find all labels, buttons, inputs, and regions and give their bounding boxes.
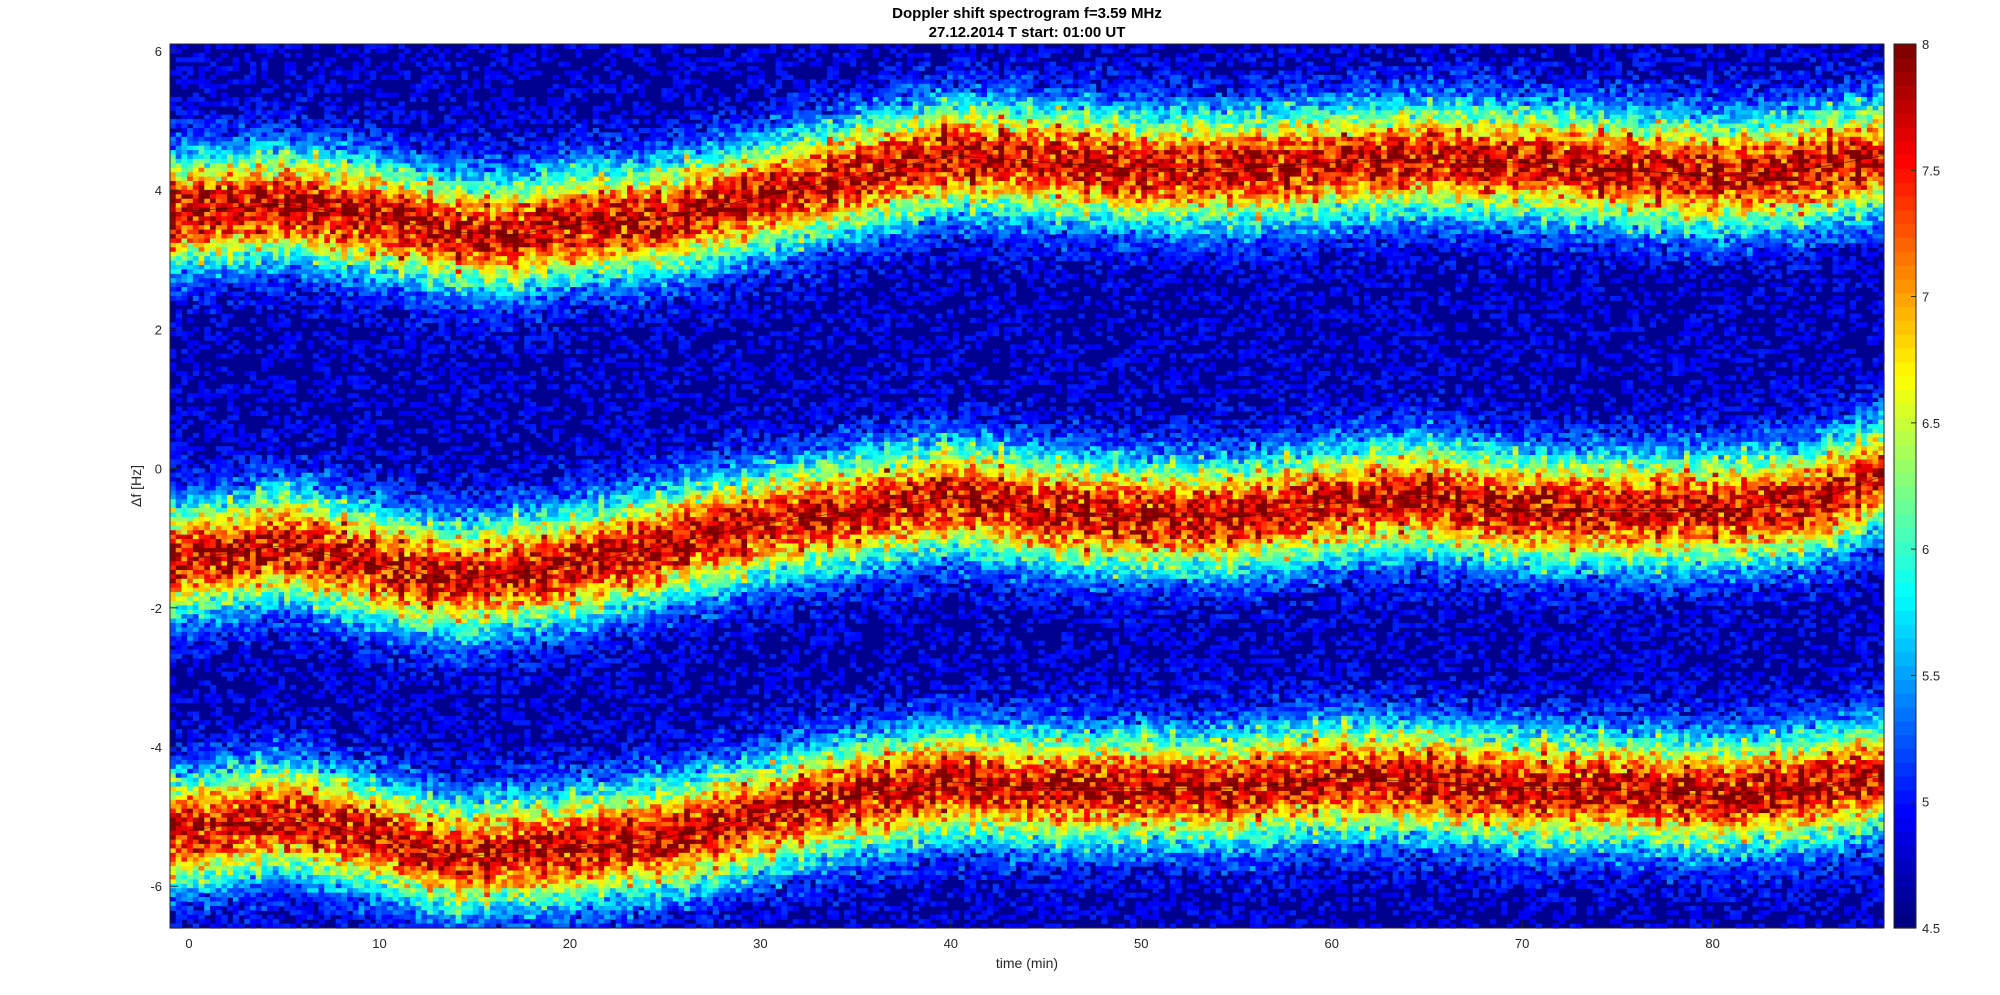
colorbar-tick-label: 5 — [1922, 795, 1929, 810]
trace-line-1 — [188, 154, 1885, 236]
colorbar-tick-label: 7 — [1922, 290, 1929, 305]
colorbar-tick-label: 8 — [1922, 37, 1929, 52]
y-tick-label: -4 — [150, 740, 162, 755]
trace-line-2 — [188, 475, 1885, 581]
y-tick-label: 6 — [155, 44, 162, 59]
x-tick-label: 50 — [1134, 936, 1148, 951]
trace-layer — [188, 154, 1885, 859]
x-tick-label: 30 — [753, 936, 767, 951]
colorbar-tick-label: 4.5 — [1922, 921, 1940, 936]
x-axis: 0 10 20 30 40 50 60 70 80 — [185, 920, 1720, 951]
chart-subtitle: 27.12.2014 T start: 01:00 UT — [929, 24, 1126, 41]
y-axis: -6 -4 -2 0 2 4 6 — [150, 44, 178, 894]
x-tick-label: 20 — [563, 936, 577, 951]
x-tick-label: 10 — [372, 936, 386, 951]
x-tick-label: 80 — [1705, 936, 1719, 951]
x-tick-label: 70 — [1515, 936, 1529, 951]
colorbar-tick-label: 6 — [1922, 542, 1929, 557]
chart-title: Doppler shift spectrogram f=3.59 MHz — [892, 5, 1162, 22]
colorbar-frame — [1893, 43, 1917, 929]
spectrogram-heat-layer — [170, 44, 1885, 929]
plot-area — [169, 43, 1885, 929]
y-tick-label: -6 — [150, 879, 162, 894]
colorbar-ticks: 4.5 5 5.5 6 6.5 7 7.5 8 — [1911, 37, 1940, 936]
colorbar-tick-label: 5.5 — [1922, 668, 1940, 683]
colorbar: 4.5 5 5.5 6 6.5 7 7.5 8 — [1893, 37, 1940, 936]
colorbar-tick-label: 7.5 — [1922, 163, 1940, 178]
y-tick-label: -2 — [150, 601, 162, 616]
y-tick-label: 2 — [155, 322, 162, 337]
colorbar-gradient — [1894, 44, 1916, 929]
plot-frame — [169, 43, 1885, 929]
x-tick-label: 0 — [185, 936, 192, 951]
y-axis-label: Δf [Hz] — [128, 465, 144, 507]
y-tick-label: 0 — [155, 462, 162, 477]
trace-line-3 — [188, 774, 1885, 859]
x-axis-label: time (min) — [996, 955, 1058, 971]
x-tick-label: 40 — [944, 936, 958, 951]
colorbar-tick-label: 6.5 — [1922, 416, 1940, 431]
x-tick-label: 60 — [1324, 936, 1338, 951]
y-tick-label: 4 — [155, 183, 162, 198]
